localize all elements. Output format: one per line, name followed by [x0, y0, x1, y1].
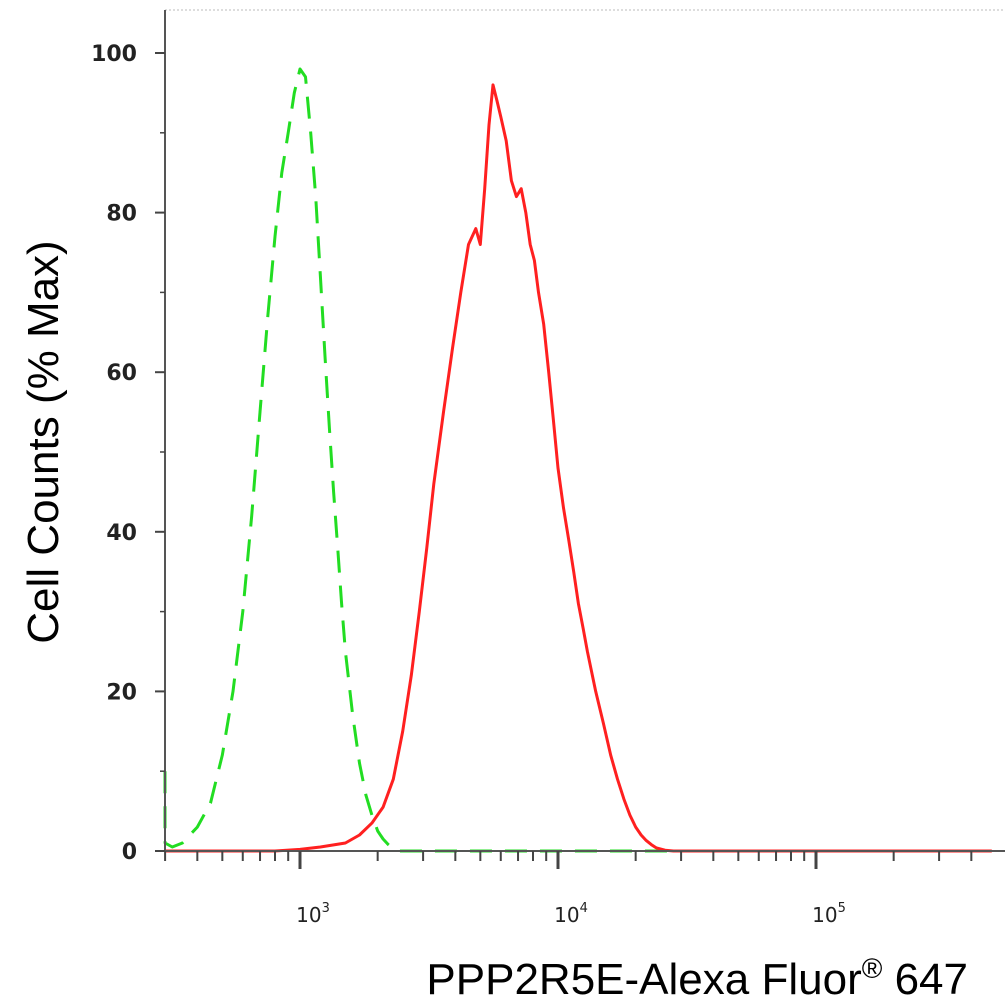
x-tick-exponent-10000: 4: [580, 901, 588, 916]
series-0-dashed-line: [163, 67, 992, 853]
x-tick-exponent-100000: 5: [838, 901, 846, 916]
x-axis-title-registered-mark: ®: [862, 953, 883, 984]
y-tick-label-80: 80: [106, 202, 137, 227]
x-tick-base-1000: 10: [296, 903, 321, 927]
y-tick-label-40: 40: [106, 521, 137, 546]
y-tick-label-60: 60: [106, 361, 137, 386]
y-tick-label-0: 0: [122, 840, 137, 865]
series-layer: [163, 67, 992, 853]
x-axis-title: PPP2R5E-Alexa Fluor® 647: [426, 953, 968, 1002]
x-tick-base-10000: 10: [554, 903, 579, 927]
x-tick-label-1000: 103: [296, 901, 330, 927]
series-1-solid-line: [165, 83, 992, 853]
x-axis-title-main: PPP2R5E-Alexa Fluor: [426, 955, 861, 1002]
x-ticks: 103 104 105: [164, 851, 973, 927]
x-axis-title-suffix: 647: [882, 955, 968, 1002]
x-tick-base-100000: 10: [812, 903, 837, 927]
x-tick-exponent-1000: 3: [322, 901, 330, 916]
x-tick-label-100000: 105: [812, 901, 846, 927]
y-ticks: 0 20 40 60 80 100: [91, 42, 165, 865]
y-tick-label-100: 100: [91, 42, 137, 67]
y-axis-title: Cell Counts (% Max): [19, 240, 68, 643]
x-tick-label-10000: 104: [554, 901, 588, 927]
y-tick-label-20: 20: [106, 680, 137, 705]
axes-layer: [164, 10, 1005, 852]
